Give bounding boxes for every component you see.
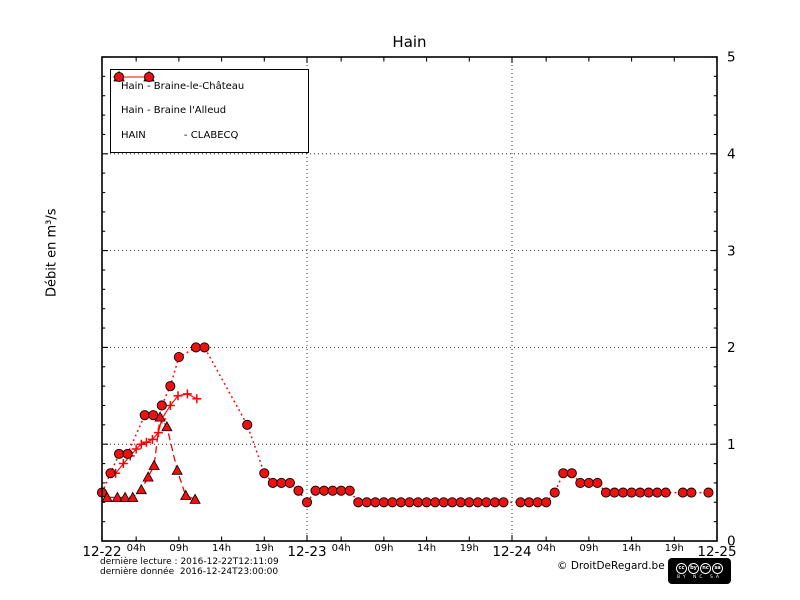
svg-text:19h: 19h xyxy=(460,543,479,554)
svg-text:4: 4 xyxy=(727,147,736,163)
svg-text:12-22: 12-22 xyxy=(82,544,121,560)
svg-text:12-23: 12-23 xyxy=(287,544,326,560)
by-icon: by xyxy=(688,562,699,574)
circle-marker-icon xyxy=(113,71,155,83)
legend-box: Hain - Braine-le-Château Hain - Braine l… xyxy=(110,69,309,153)
cc-icon: cc xyxy=(676,562,687,574)
svg-text:14h: 14h xyxy=(417,543,436,554)
cc-license-badge: cc by nc sa BY NC SA xyxy=(668,558,731,584)
svg-text:04h: 04h xyxy=(127,543,146,554)
svg-text:12-25: 12-25 xyxy=(697,544,736,560)
copyright-text: © DroitDeRegard.be xyxy=(557,560,665,572)
svg-text:04h: 04h xyxy=(332,543,351,554)
legend-label: Hain - Braine l'Alleud xyxy=(121,105,227,117)
svg-text:09h: 09h xyxy=(374,543,393,554)
last-reading-text: dernière lecture : 2016-12-22T12:11:09 xyxy=(100,557,279,567)
legend-label: HAIN - CLABECQ xyxy=(121,130,239,142)
svg-text:19h: 19h xyxy=(255,543,274,554)
svg-text:14h: 14h xyxy=(622,543,641,554)
nc-icon: nc xyxy=(700,562,711,574)
svg-text:1: 1 xyxy=(727,437,736,453)
svg-text:5: 5 xyxy=(727,50,736,66)
svg-text:09h: 09h xyxy=(579,543,598,554)
sa-icon: sa xyxy=(712,562,723,574)
svg-text:12-24: 12-24 xyxy=(492,544,531,560)
legend-item-clabecq: HAIN - CLABECQ xyxy=(113,71,308,147)
svg-text:0: 0 xyxy=(727,534,736,550)
svg-text:04h: 04h xyxy=(537,543,556,554)
svg-text:19h: 19h xyxy=(665,543,684,554)
cc-sub-label: BY NC SA xyxy=(677,574,722,580)
svg-text:09h: 09h xyxy=(169,543,188,554)
chart-title: Hain xyxy=(392,33,427,51)
legend-item-braine-l-alleud: Hain - Braine l'Alleud xyxy=(113,70,308,122)
last-data-text: dernière donnée 2016-12-24T23:00:00 xyxy=(100,567,279,577)
svg-text:2: 2 xyxy=(727,340,736,356)
svg-text:14h: 14h xyxy=(212,543,231,554)
svg-text:3: 3 xyxy=(727,243,736,259)
legend-label: Hain - Braine-le-Château xyxy=(121,80,245,92)
cc-icons-row: cc by nc sa xyxy=(676,562,723,574)
